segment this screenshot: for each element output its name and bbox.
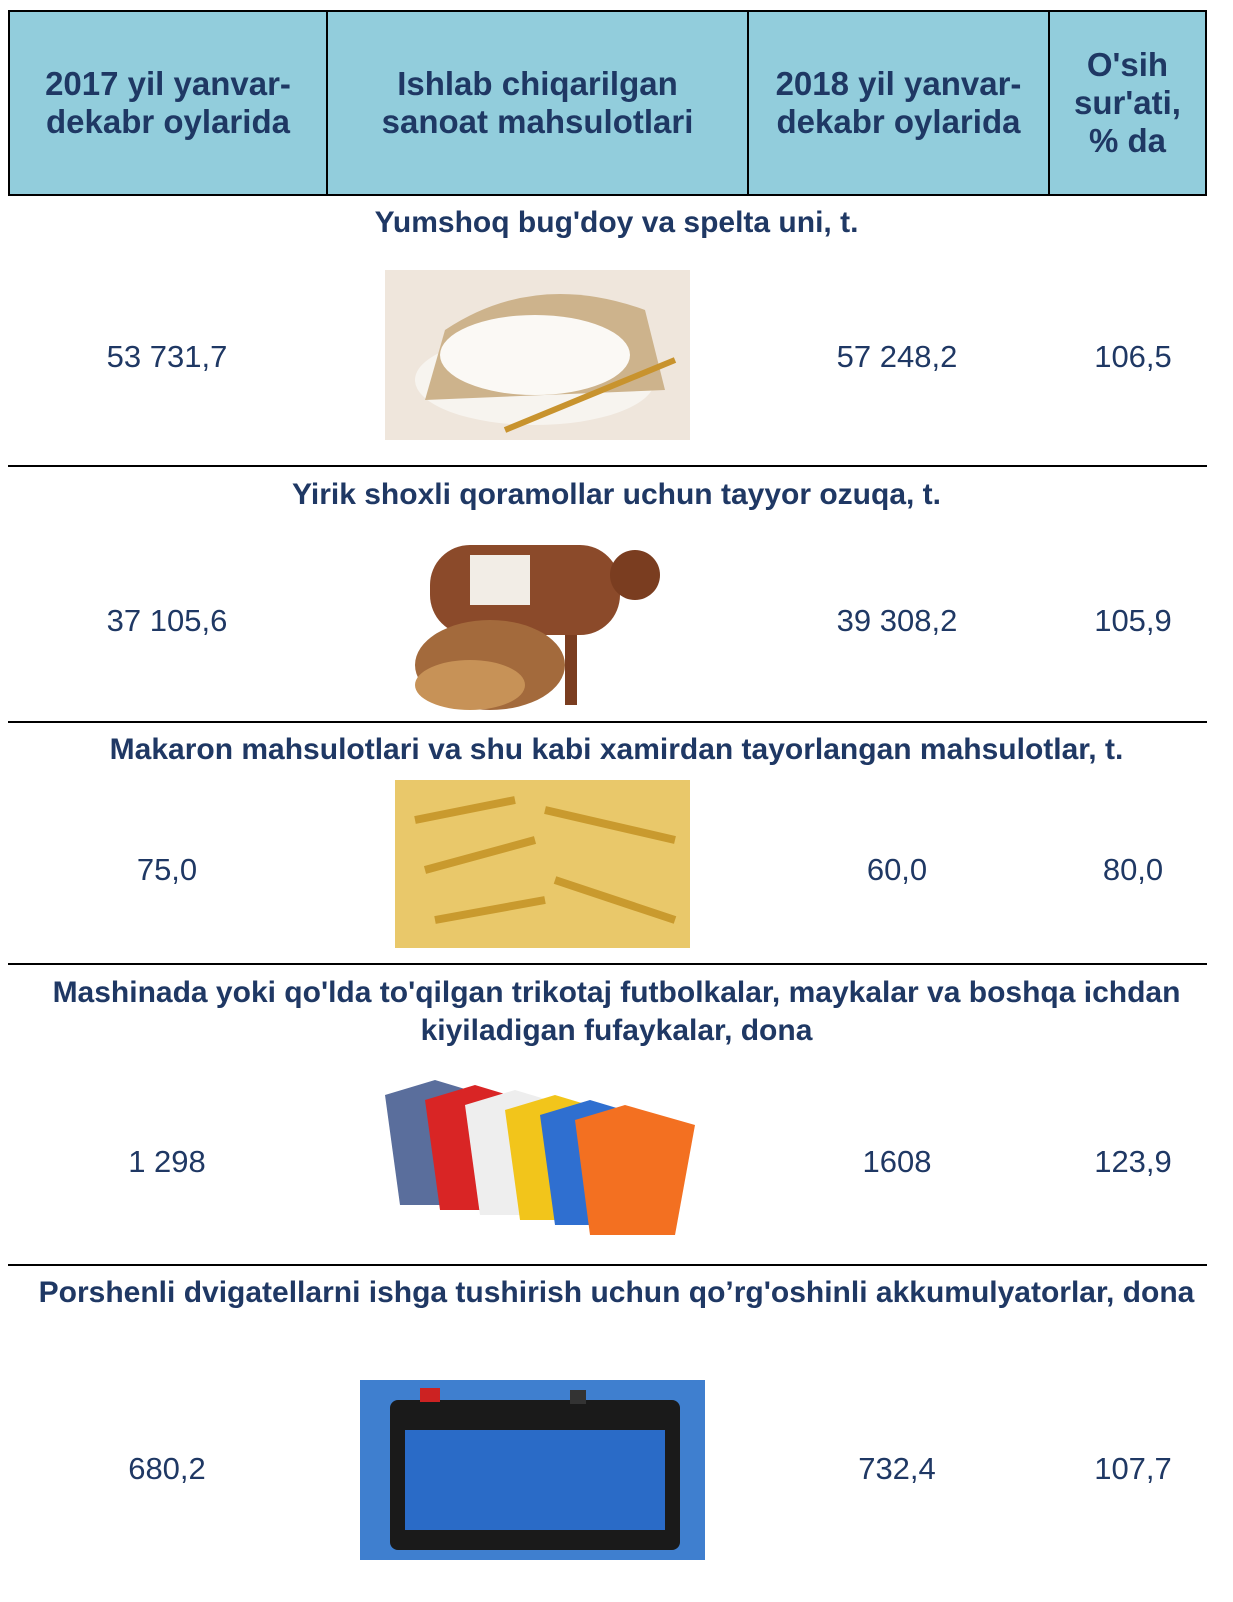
divider [8, 1264, 1207, 1266]
header-cell: 2017 yil yanvar-dekabr oylarida [8, 10, 328, 196]
value-cell: 1608 [777, 1144, 1017, 1180]
value-cell: 680,2 [47, 1451, 287, 1487]
section-title: Mashinada yoki qo'lda to'qilgan trikotaj… [30, 974, 1203, 1050]
tshirts-image [375, 1075, 710, 1245]
divider [8, 963, 1207, 965]
value-cell: 106,5 [1013, 339, 1233, 375]
header-cell: Ishlab chiqarilgan sanoat mahsulotlari [326, 10, 749, 196]
value-cell: 123,9 [1013, 1144, 1233, 1180]
flour-image [385, 270, 690, 440]
section-title: Yumshoq bug'doy va spelta uni, t. [30, 204, 1203, 242]
battery-image [360, 1380, 705, 1560]
section-title: Porshenli dvigatellarni ishga tushirish … [30, 1274, 1203, 1312]
header-text: Ishlab chiqarilgan sanoat mahsulotlari [368, 65, 708, 141]
value-cell: 1 298 [47, 1144, 287, 1180]
section-title: Makaron mahsulotlari va shu kabi xamirda… [30, 731, 1203, 769]
pasta-image [395, 780, 690, 948]
value-cell: 53 731,7 [47, 339, 287, 375]
value-cell: 37 105,6 [47, 603, 287, 639]
value-cell: 80,0 [1013, 852, 1233, 888]
page: 2017 yil yanvar-dekabr oylarida Ishlab c… [0, 0, 1233, 1602]
value-cell: 105,9 [1013, 603, 1233, 639]
value-cell: 39 308,2 [777, 603, 1017, 639]
value-cell: 75,0 [47, 852, 287, 888]
divider [8, 465, 1207, 467]
value-cell: 732,4 [777, 1451, 1017, 1487]
header-text: 2017 yil yanvar-dekabr oylarida [33, 65, 303, 141]
section-title: Yirik shoxli qoramollar uchun tayyor ozu… [30, 476, 1203, 514]
header-cell: O'sih sur'ati, % da [1048, 10, 1207, 196]
header-text: O'sih sur'ati, % da [1073, 46, 1183, 160]
cattle-feed-image [410, 525, 675, 715]
divider [8, 721, 1207, 723]
value-cell: 60,0 [777, 852, 1017, 888]
value-cell: 107,7 [1013, 1451, 1233, 1487]
header-cell: 2018 yil yanvar-dekabr oylarida [747, 10, 1050, 196]
value-cell: 57 248,2 [777, 339, 1017, 375]
header-text: 2018 yil yanvar-dekabr oylarida [764, 65, 1034, 141]
